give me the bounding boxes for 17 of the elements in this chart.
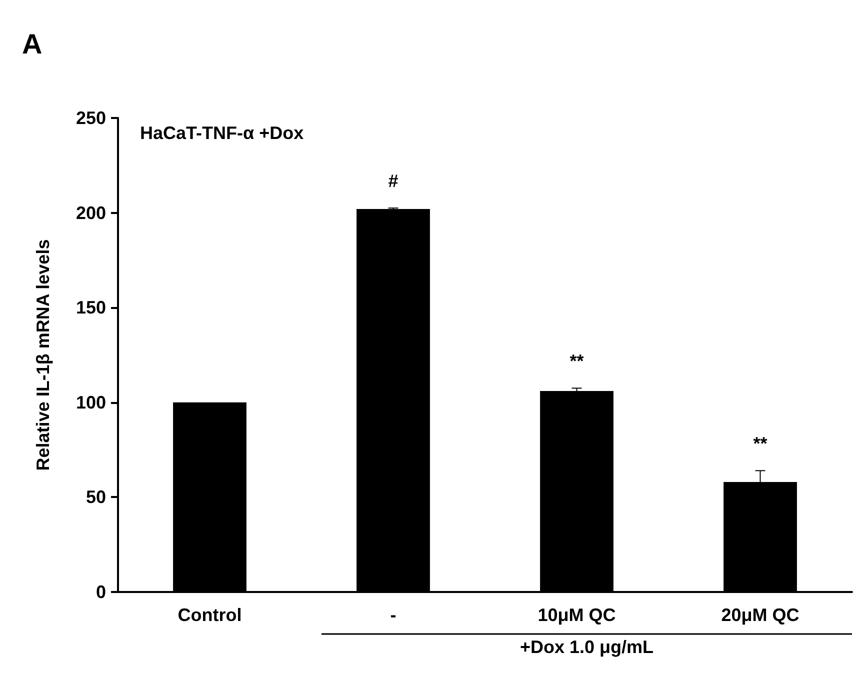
x-tick-label: - <box>390 605 396 625</box>
annotation: ** <box>570 351 584 372</box>
x-tick-label: Control <box>178 605 242 625</box>
x-tick-label: 20μM QC <box>721 605 800 625</box>
y-tick-label: 0 <box>96 582 106 602</box>
x-tick-label: 10μM QC <box>538 605 616 625</box>
chart-title: HaCaT-TNF-α +Dox <box>140 123 304 143</box>
y-tick-label: 50 <box>86 487 106 508</box>
y-tick-label: 150 <box>76 298 106 318</box>
annotation: ** <box>753 434 768 454</box>
y-tick-label: 250 <box>76 108 106 128</box>
y-tick-label: 200 <box>76 202 106 223</box>
text: A <box>22 28 42 60</box>
text: +Dox 1.0 μg/mL <box>520 637 654 657</box>
annotation: # <box>388 171 398 192</box>
y-axis-title: Relative IL-1β mRNA levels <box>33 239 53 471</box>
y-tick-label: 100 <box>76 392 106 412</box>
